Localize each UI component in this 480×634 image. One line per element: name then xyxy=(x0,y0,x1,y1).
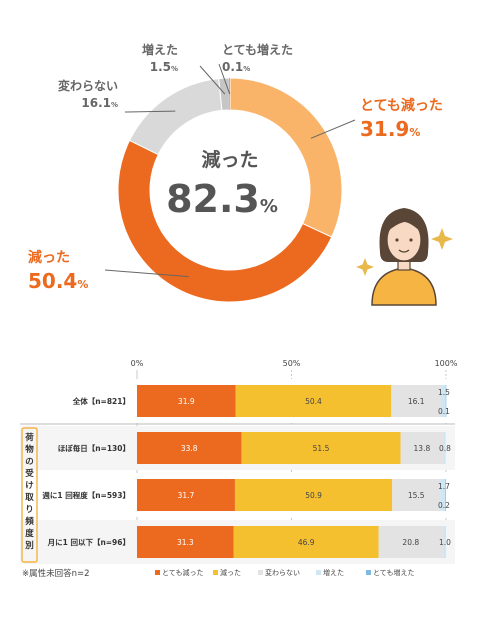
bar-value-label: 33.8 xyxy=(181,444,198,453)
bar-segment xyxy=(235,385,392,417)
center-value-unit: % xyxy=(260,196,278,217)
legend-swatch xyxy=(213,570,218,575)
bar-segment xyxy=(241,432,401,464)
donut-slice xyxy=(117,139,333,303)
group-label-box xyxy=(21,427,38,563)
legend-swatch xyxy=(316,570,321,575)
bar-value-label: 0.1 xyxy=(438,407,450,416)
center-value-number: 82.3 xyxy=(166,177,260,221)
bar-value-label: 1.7 xyxy=(438,482,450,491)
x-tick-label: 50% xyxy=(283,359,301,368)
bar-segment xyxy=(137,479,235,511)
legend-label: とても減った xyxy=(162,568,203,577)
slice-label: 減った xyxy=(28,249,70,266)
bar-value-label: 0.8 xyxy=(439,444,451,453)
leader-line xyxy=(310,119,356,139)
bar-segment xyxy=(442,526,446,558)
bar-value-label: 31.9 xyxy=(178,397,195,406)
bar-segment xyxy=(391,385,442,417)
slice-value: 16.1% xyxy=(81,96,118,110)
sparkle-icon xyxy=(431,228,453,250)
x-tick-label: 100% xyxy=(435,359,458,368)
bar-segment xyxy=(137,385,236,417)
leader-line xyxy=(218,63,231,95)
slice-label: 増えた xyxy=(142,42,178,57)
bar-segment xyxy=(445,479,446,511)
donut-slice xyxy=(128,78,223,156)
donut-chart: とても減った 31.9% 減った 50.4% 変わらない 16.1% 増えた 1.5% とても増… xyxy=(28,42,453,306)
bar-value-label: 1.5 xyxy=(438,388,450,397)
category-label: ほぼ毎日【n=130】 xyxy=(58,443,130,453)
bar-segment xyxy=(400,432,444,464)
bar-value-label: 0.2 xyxy=(438,501,450,510)
stacked-bar-chart: 0% 50% 100% 31.9 50.4 16.1 1.5 0.1 33.8 51.5 13.8… xyxy=(20,359,458,579)
bar-value-label: 50.9 xyxy=(305,491,322,500)
bar-value-label: 51.5 xyxy=(313,444,330,453)
category-label: 月に1 回以下【n=96】 xyxy=(47,537,130,547)
bar-segment xyxy=(441,385,446,417)
bar-value-label: 16.1 xyxy=(408,397,425,406)
slice-label: とても増えた xyxy=(222,42,293,57)
legend-swatch xyxy=(366,570,371,575)
leader-line xyxy=(124,110,176,113)
slice-value: 31.9% xyxy=(360,117,420,141)
bar-segment xyxy=(440,479,446,511)
bar-segment xyxy=(233,526,379,558)
category-label: 週に1 回程度【n=593】 xyxy=(42,490,130,500)
bar-value-label: 46.9 xyxy=(298,538,315,547)
legend-label: 減った xyxy=(220,568,241,577)
center-value: 82.3% xyxy=(166,177,278,221)
bar-value-label: 50.4 xyxy=(305,397,322,406)
bar-value-label: 20.8 xyxy=(402,538,419,547)
center-label: 減った xyxy=(201,148,258,171)
bar-value-label: 15.5 xyxy=(408,491,425,500)
bar-segment xyxy=(445,385,447,417)
sparkle-icon xyxy=(356,258,374,276)
bar-value-label: 13.8 xyxy=(414,444,431,453)
bar-segment xyxy=(378,526,443,558)
slice-label: とても減った xyxy=(360,97,443,114)
bar-segment xyxy=(392,479,441,511)
slice-value: 1.5% xyxy=(150,60,178,74)
bar-segment xyxy=(137,432,242,464)
x-tick-label: 0% xyxy=(131,359,144,368)
footnote: ※属性未回答n=2 xyxy=(22,568,90,579)
bar-segment xyxy=(443,432,446,464)
bar-value-label: 31.7 xyxy=(178,491,195,500)
bar-segment xyxy=(137,526,234,558)
legend-swatch xyxy=(155,570,160,575)
leader-line xyxy=(199,65,226,95)
legend-label: 変わらない xyxy=(265,568,300,577)
bar-segment xyxy=(234,479,393,511)
woman-illustration xyxy=(356,208,453,306)
category-label: 全体【n=821】 xyxy=(72,396,130,406)
leader-line xyxy=(104,269,189,278)
legend-label: とても増えた xyxy=(373,568,414,577)
legend-label: 増えた xyxy=(323,568,344,577)
bar-value-label: 1.0 xyxy=(439,538,451,547)
legend-swatch xyxy=(258,570,263,575)
slice-label: 変わらない xyxy=(58,78,118,93)
group-label: 荷物の受け取り頻度別 xyxy=(24,432,34,551)
bar-value-label: 31.3 xyxy=(177,538,194,547)
slice-value: 0.1% xyxy=(222,60,250,74)
slice-value: 50.4% xyxy=(28,269,88,293)
